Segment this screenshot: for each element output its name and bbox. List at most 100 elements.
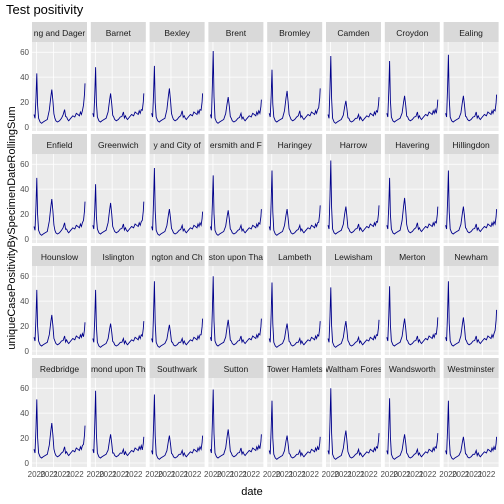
facet-panel: ng and Dager <box>32 22 87 131</box>
y-tick-label: 40 <box>20 185 29 194</box>
facet-panel: Waltham Fores <box>325 358 382 467</box>
facet-strip-label: ston upon Tha <box>209 252 263 262</box>
facet-panel: Harrow <box>326 134 381 243</box>
y-tick-label: 20 <box>20 210 29 219</box>
facet-strip-label: Waltham Fores <box>325 364 382 374</box>
x-tick-label: 2022 <box>242 470 260 479</box>
y-tick-label: 60 <box>20 48 29 57</box>
facet-strip-label: Brent <box>226 28 247 38</box>
x-tick-label: 2022 <box>301 470 319 479</box>
y-tick-label: 20 <box>20 98 29 107</box>
x-tick-label: 2022 <box>184 470 202 479</box>
facet-panel: ngton and Ch <box>150 246 205 355</box>
facet-panel: Redbridge <box>32 358 87 467</box>
facet-strip-label: Ealing <box>459 28 483 38</box>
facet-strip-label: Lambeth <box>278 252 311 262</box>
facet-panel: Bromley <box>267 22 322 131</box>
facet-panel-background <box>208 266 263 355</box>
facet-panel: Barnet <box>91 22 146 131</box>
facet-panel: Brent <box>208 22 263 131</box>
facet-panel-background <box>326 378 381 467</box>
facet-panel: Camden <box>326 22 381 131</box>
facet-strip-label: Harrow <box>340 140 368 150</box>
facet-panel-background <box>326 154 381 243</box>
facet-panel: Greenwich <box>91 134 146 243</box>
facet-panel-background <box>326 42 381 131</box>
facet-strip-label: ng and Dager <box>34 28 86 38</box>
facet-panel: Ealing <box>444 22 499 131</box>
facet-strip-label: Hillingdon <box>452 140 490 150</box>
facet-panel: Southwark <box>150 358 205 467</box>
facet-panel: Newham <box>444 246 499 355</box>
facet-strip-label: Sutton <box>224 364 249 374</box>
facet-panel-background <box>267 378 322 467</box>
facet-strip-label: ngton and Ch <box>152 252 203 262</box>
facet-panel: Lambeth <box>267 246 322 355</box>
facet-panel-background <box>32 266 87 355</box>
facet-panel-background <box>385 266 440 355</box>
facet-strip-label: Havering <box>395 140 429 150</box>
facet-panel-background <box>385 378 440 467</box>
y-tick-label: 20 <box>20 434 29 443</box>
facet-strip-label: Merton <box>399 252 426 262</box>
facet-strip-label: Croydon <box>396 28 428 38</box>
facet-panel-background <box>385 42 440 131</box>
facet-strip-label: Enfield <box>47 140 73 150</box>
y-tick-label: 60 <box>20 160 29 169</box>
facet-panel: y and City of <box>150 134 205 243</box>
facet-panel: Merton <box>385 246 440 355</box>
x-tick-label: 2022 <box>419 470 437 479</box>
facet-strip-label: ersmith and F <box>210 140 262 150</box>
facet-panel: Tower Hamlets <box>267 358 323 467</box>
facet-strip-label: Greenwich <box>98 140 139 150</box>
facet-panel-background <box>32 154 87 243</box>
facet-panel-background <box>91 378 146 467</box>
facet-panel-background <box>32 42 87 131</box>
x-tick-label: 2022 <box>360 470 378 479</box>
facet-strip-label: Redbridge <box>40 364 79 374</box>
facet-panel: Haringey <box>267 134 322 243</box>
y-tick-label: 40 <box>20 409 29 418</box>
facet-panel: Sutton <box>208 358 263 467</box>
facet-panel: Hillingdon <box>444 134 499 243</box>
facet-panel-background <box>326 266 381 355</box>
facet-strip-label: Westminster <box>448 364 495 374</box>
facet-panel-background <box>150 154 205 243</box>
facet-strip-label: Lewisham <box>334 252 372 262</box>
facet-panel: Lewisham <box>326 246 381 355</box>
y-tick-label: 0 <box>25 123 30 132</box>
facet-panel-background <box>267 42 322 131</box>
facet-panel-background <box>150 42 205 131</box>
y-tick-label: 40 <box>20 73 29 82</box>
facet-strip-label: Bexley <box>164 28 190 38</box>
y-tick-label: 20 <box>20 322 29 331</box>
facet-panel: ston upon Tha <box>208 246 263 355</box>
facet-strip-label: Tower Hamlets <box>267 364 323 374</box>
facet-panel: Bexley <box>150 22 205 131</box>
facet-panel-background <box>91 42 146 131</box>
facet-panel-background <box>208 42 263 131</box>
facet-panel-background <box>208 154 263 243</box>
y-tick-label: 40 <box>20 297 29 306</box>
x-tick-label: 2022 <box>478 470 496 479</box>
facet-strip-label: Islington <box>102 252 134 262</box>
facet-strip-label: Southwark <box>157 364 198 374</box>
facet-panel: Islington <box>91 246 146 355</box>
facet-panel: mond upon Th <box>91 358 146 467</box>
facet-panel-background <box>150 266 205 355</box>
facet-panel-background <box>267 266 322 355</box>
x-tick-label: 2022 <box>125 470 143 479</box>
x-tick-label: 2022 <box>66 470 84 479</box>
facet-strip-label: Camden <box>337 28 369 38</box>
facet-panel-background <box>444 154 499 243</box>
facet-strip-label: mond upon Th <box>91 364 146 374</box>
facet-strip-label: Haringey <box>278 140 313 150</box>
facet-strip-label: Hounslow <box>41 252 79 262</box>
facet-panel-background <box>32 378 87 467</box>
facet-panel: Croydon <box>385 22 440 131</box>
facet-panel-background <box>150 378 205 467</box>
y-tick-label: 0 <box>25 459 30 468</box>
facet-panel: ersmith and F <box>208 134 263 243</box>
